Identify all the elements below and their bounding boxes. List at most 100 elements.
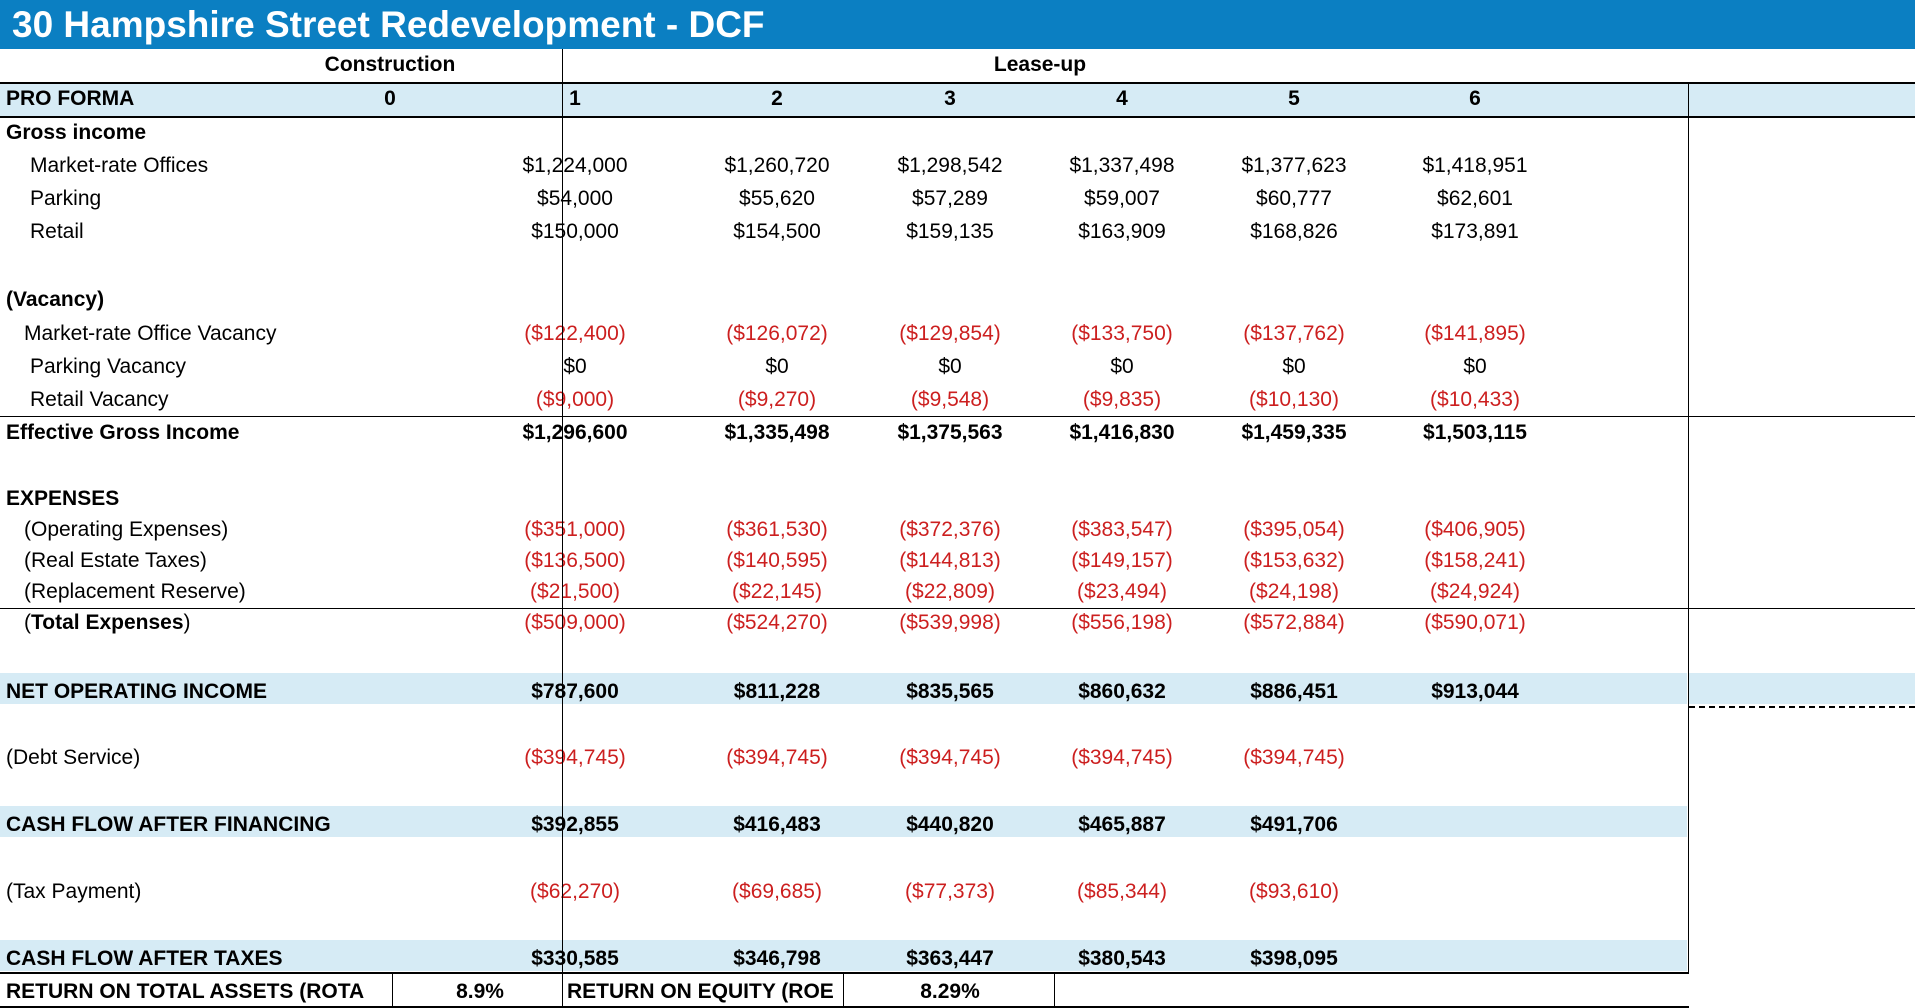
line-noi-yr6 <box>1689 706 1915 708</box>
cell-value: ($10,130) <box>1249 388 1339 411</box>
cell-value: $55,620 <box>739 187 815 210</box>
cell-value: ($133,750) <box>1071 322 1173 345</box>
cell-value: $57,289 <box>912 187 988 210</box>
row-label: (Tax Payment) <box>6 880 142 903</box>
noi-band <box>0 673 1687 704</box>
cell-value: ($10,433) <box>1430 388 1520 411</box>
cell-value: $150,000 <box>531 220 619 243</box>
cell-value: ($590,071) <box>1424 611 1526 634</box>
row-label: Effective Gross Income <box>6 421 240 444</box>
cell-value: $0 <box>938 355 962 378</box>
vline-yr6-left <box>1688 82 1689 706</box>
row-label: (Total Expenses) <box>24 611 191 634</box>
cell-value: $913,044 <box>1431 680 1519 703</box>
header-band <box>0 83 1915 116</box>
cell-value: ($383,547) <box>1071 518 1173 541</box>
cell-value: $1,298,542 <box>897 154 1003 177</box>
cell-value: ($9,270) <box>737 388 817 411</box>
vline-roe-end <box>1054 972 1055 1007</box>
cell-value: ($22,809) <box>905 580 995 603</box>
row-label: (Vacancy) <box>6 288 105 311</box>
cell-value: $811,228 <box>733 680 821 703</box>
cell-value: ($126,072) <box>726 322 828 345</box>
cell-value: $1,296,600 <box>522 421 628 444</box>
header-label: PRO FORMA <box>6 87 135 110</box>
cell-value: $1,377,623 <box>1241 154 1347 177</box>
cell-value: ($361,530) <box>726 518 828 541</box>
cell-value: ($572,884) <box>1243 611 1345 634</box>
line-totexp-top <box>0 608 1915 609</box>
header-year: 5 <box>1288 87 1300 110</box>
cell-value: ($395,054) <box>1243 518 1345 541</box>
cell-value: $330,585 <box>531 947 619 970</box>
row-label: CASH FLOW AFTER FINANCING <box>6 813 331 836</box>
row-label: Retail <box>30 220 84 243</box>
cell-value: $0 <box>1282 355 1306 378</box>
cell-value: ($77,373) <box>905 880 995 903</box>
cell-value: $491,706 <box>1250 813 1338 836</box>
phase-construction: Construction <box>324 53 456 76</box>
cell-value: ($394,745) <box>1071 746 1173 769</box>
cell-value: ($21,500) <box>530 580 620 603</box>
cell-value: $1,418,951 <box>1422 154 1528 177</box>
cell-value: $1,416,830 <box>1069 421 1175 444</box>
roe-value: 8.29% <box>920 980 980 1003</box>
cell-value: $1,503,115 <box>1423 421 1527 444</box>
cell-value: ($509,000) <box>524 611 626 634</box>
noi-band-yr6 <box>1689 673 1915 704</box>
row-label: Market-rate Offices <box>30 154 209 177</box>
cell-value: ($141,895) <box>1424 322 1526 345</box>
cell-value: ($153,632) <box>1243 549 1345 572</box>
cell-value: ($22,145) <box>732 580 822 603</box>
cell-value: $1,459,335 <box>1241 421 1347 444</box>
header-year: 0 <box>384 87 396 110</box>
cell-value: ($144,813) <box>899 549 1001 572</box>
row-label: Parking <box>30 187 102 210</box>
line-header-top <box>0 82 1915 84</box>
cell-value: ($394,745) <box>726 746 828 769</box>
cell-value: $380,543 <box>1078 947 1166 970</box>
cfat-band <box>0 940 1687 971</box>
cell-value: ($23,494) <box>1077 580 1167 603</box>
line-egi-top <box>0 416 1915 417</box>
cell-value: ($93,610) <box>1249 880 1339 903</box>
cell-value: $154,500 <box>733 220 821 243</box>
cell-value: $0 <box>1463 355 1487 378</box>
cell-value: $0 <box>765 355 789 378</box>
cell-value: $173,891 <box>1431 220 1519 243</box>
cell-value: $1,375,563 <box>897 421 1003 444</box>
cell-value: $1,335,498 <box>724 421 830 444</box>
rota-label: RETURN ON TOTAL ASSETS (ROTA <box>6 980 365 1003</box>
cfaf-band <box>0 806 1687 837</box>
cell-value: ($137,762) <box>1243 322 1345 345</box>
sheet-title: 30 Hampshire Street Redevelopment - DCF <box>0 0 1915 49</box>
cell-value: $0 <box>1110 355 1134 378</box>
cell-value: ($85,344) <box>1077 880 1167 903</box>
cell-value: $54,000 <box>537 187 613 210</box>
row-label: (Real Estate Taxes) <box>24 549 207 572</box>
cell-value: ($394,745) <box>524 746 626 769</box>
cell-value: ($9,548) <box>910 388 990 411</box>
header-year: 2 <box>771 87 783 110</box>
cell-value: $363,447 <box>906 947 994 970</box>
cell-value: $163,909 <box>1078 220 1166 243</box>
cell-value: ($129,854) <box>899 322 1001 345</box>
cell-value: ($406,905) <box>1424 518 1526 541</box>
vline-rota-split <box>392 972 393 1007</box>
header-year: 1 <box>569 87 581 110</box>
cell-value: ($9,835) <box>1082 388 1162 411</box>
rota-value: 8.9% <box>456 980 504 1003</box>
cell-value: ($69,685) <box>732 880 822 903</box>
cell-value: $60,777 <box>1256 187 1332 210</box>
cell-value: $440,820 <box>906 813 994 836</box>
cell-value: $1,260,720 <box>724 154 830 177</box>
row-label: CASH FLOW AFTER TAXES <box>6 947 283 970</box>
row-label: EXPENSES <box>6 487 120 510</box>
cell-value: $860,632 <box>1078 680 1166 703</box>
line-header-bottom <box>0 116 1915 118</box>
cell-value: $168,826 <box>1250 220 1338 243</box>
phase-leaseup: Lease-up <box>993 53 1087 76</box>
cell-value: ($372,376) <box>899 518 1001 541</box>
vline-leaseup-left <box>562 49 563 1007</box>
cell-value: $0 <box>563 355 587 378</box>
